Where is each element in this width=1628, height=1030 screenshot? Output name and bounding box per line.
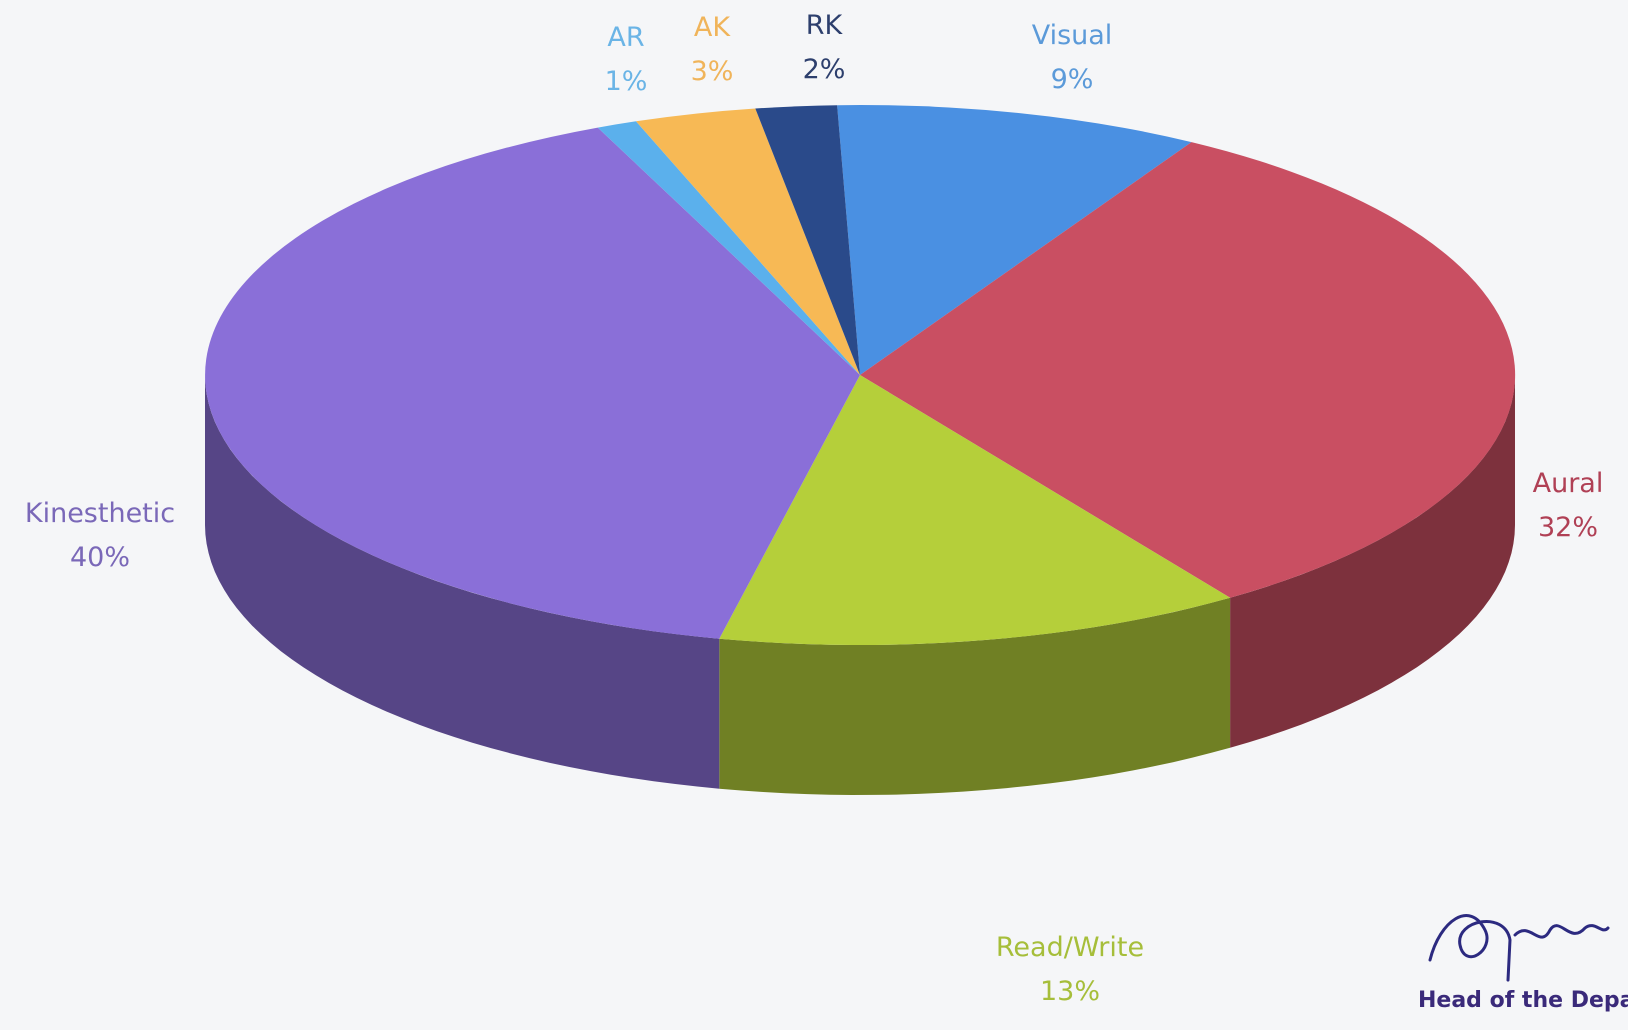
label-aural: Aural bbox=[1533, 468, 1604, 499]
pie-side-read-write bbox=[719, 597, 1231, 795]
pie-slice-visual bbox=[837, 105, 1192, 375]
pie-slice-kinesthetic bbox=[205, 127, 861, 639]
label-read-write: Read/Write bbox=[996, 932, 1144, 963]
label-rk: RK bbox=[806, 10, 844, 41]
label-ak: AK bbox=[694, 12, 731, 43]
signature-caption: Head of the Depa bbox=[1418, 988, 1628, 1013]
signature bbox=[1428, 914, 1610, 982]
pie-slice-rk bbox=[755, 105, 860, 375]
value-label-rk: 2% bbox=[803, 54, 846, 85]
value-label-ak: 3% bbox=[691, 56, 734, 87]
value-label-visual: 9% bbox=[1051, 64, 1094, 95]
label-ar: AR bbox=[607, 22, 644, 53]
label-kinesthetic: Kinesthetic bbox=[25, 498, 175, 529]
pie-slice-aural bbox=[860, 142, 1516, 598]
value-label-ar: 1% bbox=[605, 66, 648, 97]
pie-side-aural bbox=[1230, 375, 1515, 748]
pie-side-walls bbox=[205, 375, 1515, 795]
value-label-kinesthetic: 40% bbox=[70, 542, 130, 573]
pie-slice-ar bbox=[597, 121, 860, 375]
pie-labels: Visual 9% Aural 32% Read/Write 13% Kinesthetic… bbox=[25, 10, 1603, 1007]
pie-slices bbox=[205, 105, 1516, 646]
value-label-aural: 32% bbox=[1538, 512, 1598, 543]
pie-side-kinesthetic bbox=[205, 375, 720, 789]
value-label-read-write: 13% bbox=[1040, 976, 1100, 1007]
pie-slice-ak bbox=[636, 108, 860, 375]
pie-slice-read-write bbox=[719, 375, 1231, 646]
label-visual: Visual bbox=[1032, 20, 1113, 51]
